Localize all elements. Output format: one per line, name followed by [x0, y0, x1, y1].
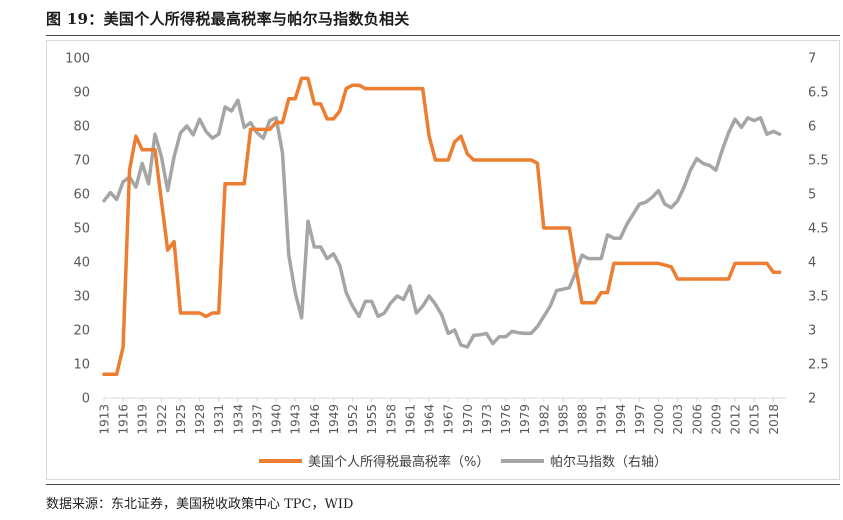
x-tick-label: 1943 [289, 404, 303, 435]
y-tick-label: 20 [73, 324, 90, 339]
left-y-axis: 0 10 20 30 40 50 60 70 80 90 100 [65, 52, 90, 407]
x-tick-label: 2009 [709, 404, 723, 435]
y-tick-label: 40 [73, 256, 90, 271]
x-tick-label: 1934 [231, 404, 245, 435]
y2-tick-label: 4 [808, 256, 816, 271]
y-tick-label: 90 [73, 86, 90, 101]
x-tick-label: 1958 [384, 404, 398, 435]
y2-tick-label: 7 [808, 52, 816, 67]
x-tick-label: 1940 [270, 404, 284, 435]
x-tick-label: 1997 [633, 404, 647, 435]
y-tick-label: 30 [73, 290, 90, 305]
y-tick-label: 80 [73, 120, 90, 135]
figure-title: 图 19：美国个人所得税最高税率与帕尔马指数负相关 [46, 10, 410, 28]
x-tick-label: 1922 [155, 404, 169, 435]
x-tick-label: 2012 [729, 404, 743, 435]
x-tick-label: 2015 [748, 404, 762, 435]
x-tick-label: 1937 [250, 404, 264, 435]
chart-area: 0 10 20 30 40 50 60 70 80 90 100 2 2.5 3 3.5 4 4.5 5 5.5 6… [46, 40, 840, 484]
right-y-axis: 2 2.5 3 3.5 4 4.5 5 5.5 6 6.5 7 [808, 52, 829, 407]
legend: 美国个人所得税最高税率（%） 帕尔马指数（右轴） [259, 454, 667, 470]
y2-tick-label: 2 [808, 392, 816, 407]
x-tick-label: 1994 [614, 404, 628, 435]
y-tick-label: 70 [73, 154, 90, 169]
y-tick-label: 100 [65, 52, 90, 67]
x-tick-label: 1991 [595, 404, 609, 435]
x-tick-label: 1952 [346, 404, 360, 435]
x-tick-label: 1979 [518, 404, 532, 435]
y-tick-label: 60 [73, 188, 90, 203]
x-tick-label: 1925 [174, 404, 188, 435]
x-tick-label: 1982 [537, 404, 551, 435]
y-tick-label: 50 [73, 222, 90, 237]
y2-tick-label: 6 [808, 120, 816, 135]
x-tick-label: 2018 [767, 404, 781, 435]
x-tick-label: 1919 [136, 404, 150, 435]
x-axis: 1913 1916 1919 1922 1925 1928 1931 1934 1937 1940… [98, 398, 781, 435]
x-tick-label: 1928 [193, 404, 207, 435]
y2-tick-label: 6.5 [808, 86, 829, 101]
x-tick-label: 1985 [556, 404, 570, 435]
x-tick-label: 1973 [480, 404, 494, 435]
source-rule [46, 484, 840, 485]
palma-index-line [102, 98, 782, 349]
title-rule [46, 35, 840, 36]
x-tick-label: 1916 [117, 404, 131, 435]
y2-tick-label: 5.5 [808, 154, 829, 169]
legend-tax-label: 美国个人所得税最高税率（%） [308, 454, 489, 470]
x-tick-label: 1931 [212, 404, 226, 435]
x-tick-label: 1988 [576, 404, 590, 435]
x-tick-label: 2003 [671, 404, 685, 435]
source-note: 数据来源：东北证券，美国税收政策中心 TPC，WID [46, 497, 354, 512]
x-tick-label: 1961 [403, 404, 417, 435]
x-tick-label: 2000 [652, 404, 666, 435]
y2-tick-label: 5 [808, 188, 816, 203]
x-tick-label: 1949 [327, 404, 341, 435]
x-tick-label: 1913 [98, 404, 112, 435]
x-tick-label: 1955 [365, 404, 379, 435]
plot-frame [46, 40, 840, 480]
top-tax-rate-line [102, 76, 782, 376]
y2-tick-label: 3 [808, 324, 816, 339]
y2-tick-label: 2.5 [808, 358, 829, 373]
y2-tick-label: 3.5 [808, 290, 829, 305]
legend-palma-label: 帕尔马指数（右轴） [550, 455, 667, 470]
x-tick-label: 1946 [308, 404, 322, 435]
x-tick-label: 2006 [690, 404, 704, 435]
x-tick-label: 1976 [499, 404, 513, 435]
x-tick-label: 1964 [423, 404, 437, 435]
series-lines [102, 76, 782, 376]
chart-svg: 0 10 20 30 40 50 60 70 80 90 100 2 2.5 3 3.5 4 4.5 5 5.5 6… [46, 40, 840, 480]
x-tick-label: 1967 [442, 404, 456, 435]
y2-tick-label: 4.5 [808, 222, 829, 237]
y-tick-label: 0 [82, 392, 90, 407]
x-tick-label: 1970 [461, 404, 475, 435]
y-tick-label: 10 [73, 358, 90, 373]
